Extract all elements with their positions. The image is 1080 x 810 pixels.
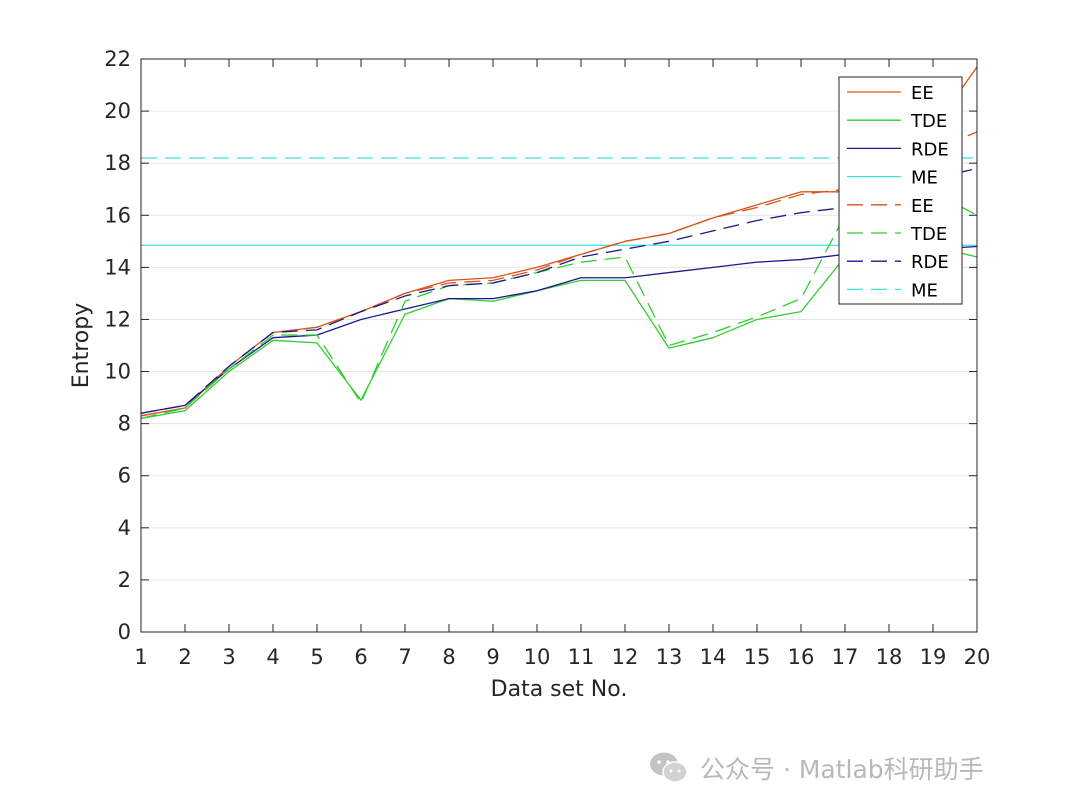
y-tick-label: 4 bbox=[118, 516, 131, 540]
legend: EE TDE RDE ME EE TDE RDE ME bbox=[838, 76, 963, 305]
legend-label: TDE bbox=[910, 111, 947, 132]
x-tick-label: 17 bbox=[832, 645, 859, 669]
x-tick-label: 5 bbox=[310, 645, 323, 669]
series-line-ee-dashed bbox=[140, 131, 978, 417]
y-tick-label: 8 bbox=[118, 412, 131, 436]
y-tick-label: 2 bbox=[118, 568, 131, 592]
x-tick-label: 11 bbox=[568, 645, 595, 669]
x-tick-label: 20 bbox=[964, 645, 991, 669]
x-tick-label: 10 bbox=[524, 645, 551, 669]
x-tick-label: 18 bbox=[876, 645, 903, 669]
y-tick-label: 22 bbox=[104, 47, 131, 71]
axes-box bbox=[140, 58, 978, 633]
x-tick-label: 19 bbox=[920, 645, 947, 669]
legend-label: RDE bbox=[911, 252, 949, 273]
x-tick-label: 3 bbox=[222, 645, 235, 669]
y-tick-label: 20 bbox=[104, 99, 131, 123]
legend-label: ME bbox=[911, 280, 938, 301]
x-tick-label: 14 bbox=[700, 645, 727, 669]
wechat-icon bbox=[650, 752, 688, 783]
y-tick-label: 12 bbox=[104, 307, 131, 331]
y-tick-label: 14 bbox=[104, 255, 131, 279]
x-tick-label: 8 bbox=[442, 645, 455, 669]
legend-label: TDE bbox=[910, 224, 947, 245]
legend-label: RDE bbox=[911, 139, 949, 160]
x-tick-label: 6 bbox=[354, 645, 367, 669]
x-tick-label: 1 bbox=[134, 645, 147, 669]
series-line-tde-solid bbox=[140, 235, 978, 420]
y-tick-label: 0 bbox=[118, 620, 131, 644]
legend-label: ME bbox=[911, 168, 938, 189]
x-tick-label: 16 bbox=[788, 645, 815, 669]
legend-box bbox=[838, 76, 963, 305]
x-tick-label: 12 bbox=[612, 645, 639, 669]
watermark: 公众号 · Matlab科研助手 bbox=[648, 748, 984, 788]
x-tick-label: 7 bbox=[398, 645, 411, 669]
x-tick-label: 9 bbox=[486, 645, 499, 669]
y-axis-label: Entropy bbox=[69, 303, 94, 388]
legend-label: EE bbox=[911, 83, 934, 104]
y-tick-label: 10 bbox=[104, 360, 131, 384]
y-tick-label: 6 bbox=[118, 464, 131, 488]
x-tick-label: 13 bbox=[656, 645, 683, 669]
y-tick-label: 16 bbox=[104, 203, 131, 227]
legend-label: EE bbox=[911, 196, 934, 217]
x-tick-label: 2 bbox=[178, 645, 191, 669]
axis-ticks bbox=[140, 58, 978, 633]
series-line-tde-dashed bbox=[140, 188, 978, 420]
series-lines bbox=[140, 66, 978, 420]
y-tick-label: 18 bbox=[104, 151, 131, 175]
x-tick-label: 4 bbox=[266, 645, 279, 669]
x-axis-label: Data set No. bbox=[491, 677, 628, 702]
watermark-text: 公众号 · Matlab科研助手 bbox=[700, 755, 984, 784]
x-tick-label: 15 bbox=[744, 645, 771, 669]
series-line-rde-solid bbox=[140, 245, 978, 414]
